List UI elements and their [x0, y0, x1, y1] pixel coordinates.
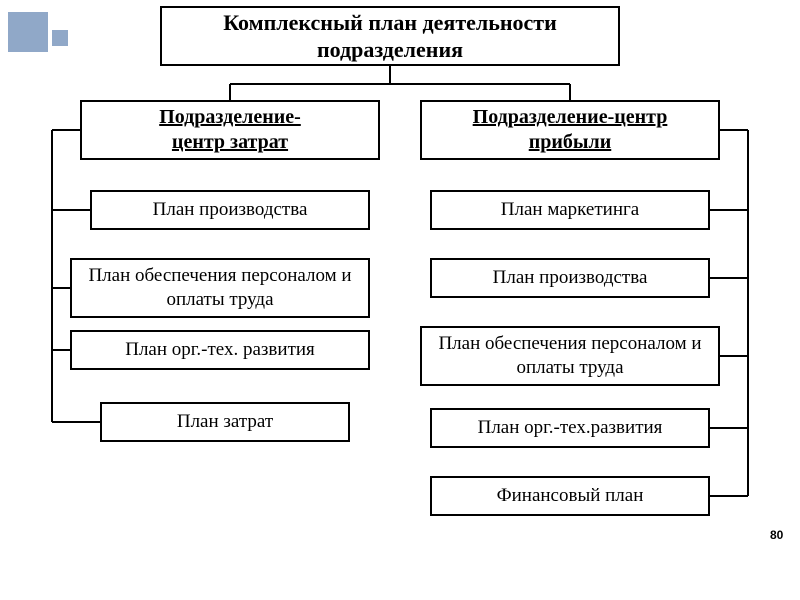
right-item: План маркетинга: [430, 190, 710, 230]
left-item-label: План орг.-тех. развития: [125, 338, 315, 362]
left-item-label: План производства: [153, 198, 308, 222]
root-box: Комплексный план деятельности подразделе…: [160, 6, 620, 66]
left-item: План обеспечения персоналом и оплаты тру…: [70, 258, 370, 318]
left-item: План орг.-тех. развития: [70, 330, 370, 370]
right-item-label: План маркетинга: [501, 198, 639, 222]
decor-block-small: [52, 30, 68, 46]
right-item: План производства: [430, 258, 710, 298]
right-item-label: Финансовый план: [497, 484, 644, 508]
left-item: План затрат: [100, 402, 350, 442]
right-item-label: План обеспечения персоналом и оплаты тру…: [430, 332, 710, 380]
root-title: Комплексный план деятельности подразделе…: [170, 9, 610, 64]
right-item-label: План производства: [493, 266, 648, 290]
left-item-label: План обеспечения персоналом и оплаты тру…: [80, 264, 360, 312]
left-item: План производства: [90, 190, 370, 230]
right-item-label: План орг.-тех.развития: [478, 416, 663, 440]
right-item: План орг.-тех.развития: [430, 408, 710, 448]
right-item: План обеспечения персоналом и оплаты тру…: [420, 326, 720, 386]
page-number: 80: [770, 528, 783, 542]
header-line: Подразделение-: [159, 106, 301, 128]
right-item: Финансовый план: [430, 476, 710, 516]
header-line: центр затрат: [172, 131, 288, 153]
header-line: прибыли: [529, 131, 612, 153]
decor-block-large: [8, 12, 48, 52]
right-header: Подразделение-центр прибыли: [420, 100, 720, 160]
left-item-label: План затрат: [177, 410, 273, 434]
left-header: Подразделение-центр затрат: [80, 100, 380, 160]
header-line: Подразделение-центр: [473, 106, 668, 128]
